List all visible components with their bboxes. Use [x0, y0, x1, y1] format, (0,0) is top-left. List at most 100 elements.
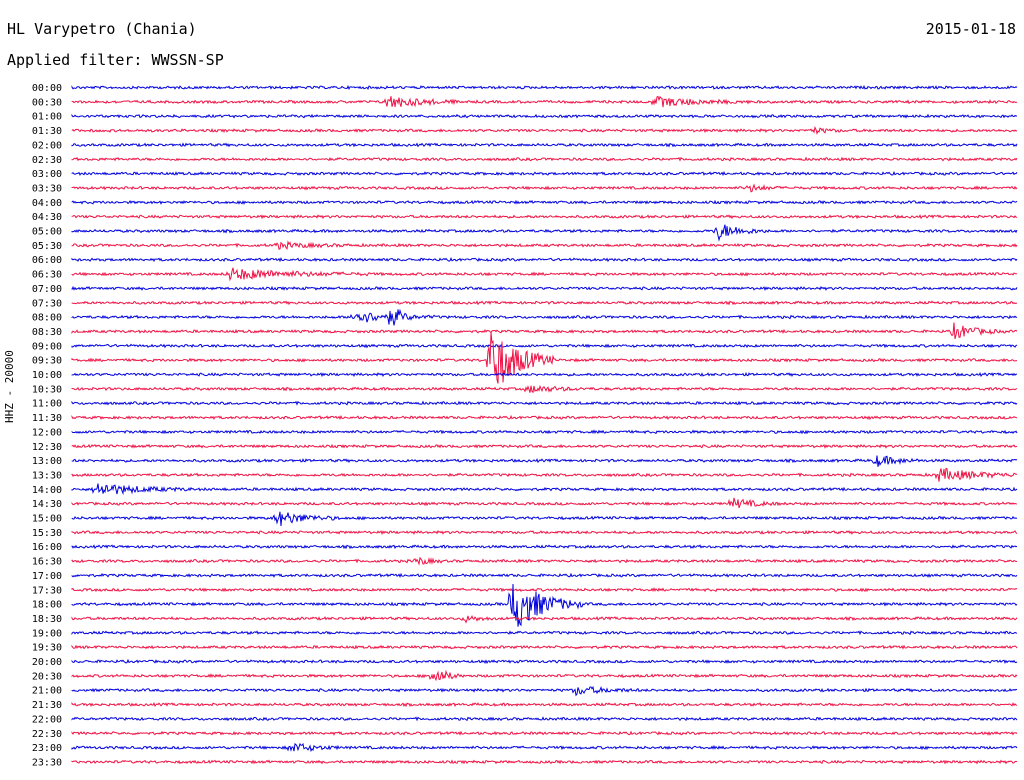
- row-time-label: 15:30: [32, 528, 62, 539]
- row-time-label: 21:30: [32, 700, 62, 711]
- trace-line: [71, 400, 1018, 406]
- filter-label: Applied filter: WWSSN-SP: [7, 51, 224, 69]
- date-label: 2015-01-18: [925, 20, 1016, 38]
- trace-line: [71, 587, 1018, 593]
- trace-line: [71, 84, 1018, 91]
- row-time-label: 07:30: [32, 298, 62, 309]
- row-time-label: 01:30: [32, 126, 62, 137]
- row-time-label: 19:00: [32, 628, 62, 639]
- row-time-label: 05:00: [32, 227, 62, 238]
- row-time-label: 10:00: [32, 370, 62, 381]
- trace-line: [71, 467, 1018, 482]
- trace-line: [71, 497, 1018, 509]
- trace-line: [71, 443, 1018, 449]
- row-time-label: 13:30: [32, 470, 62, 481]
- trace-line: [71, 224, 1018, 242]
- row-time-label: 18:30: [32, 614, 62, 625]
- trace-line: [71, 669, 1018, 682]
- row-time-label: 21:00: [32, 686, 62, 697]
- trace-line: [71, 556, 1018, 566]
- row-time-label: 08:00: [32, 313, 62, 324]
- row-time-label: 20:30: [32, 671, 62, 682]
- row-time-label: 02:00: [32, 140, 62, 151]
- trace-line: [71, 742, 1018, 753]
- trace-line: [71, 126, 1018, 135]
- row-time-label: 01:00: [32, 112, 62, 123]
- trace-line: [71, 759, 1018, 765]
- row-time-label: 05:30: [32, 241, 62, 252]
- trace-line: [71, 170, 1018, 177]
- row-time-label: 02:30: [32, 155, 62, 166]
- row-time-label: 20:00: [32, 657, 62, 668]
- row-time-label: 14:00: [32, 485, 62, 496]
- row-time-label: 03:30: [32, 183, 62, 194]
- station-title: HL Varypetro (Chania): [7, 20, 197, 38]
- trace-line: [71, 322, 1018, 340]
- row-time-label: 06:30: [32, 270, 62, 281]
- row-time-label: 12:00: [32, 427, 62, 438]
- trace-line: [71, 371, 1018, 378]
- trace-line: [71, 414, 1018, 421]
- trace-line: [71, 214, 1018, 220]
- trace-line: [71, 685, 1018, 697]
- trace-line: [71, 730, 1018, 736]
- trace-line: [71, 716, 1018, 722]
- row-time-label: 04:00: [32, 198, 62, 209]
- trace-line: [71, 308, 1018, 326]
- trace-line: [71, 614, 1018, 624]
- row-time-label: 09:00: [32, 341, 62, 352]
- row-time-label: 23:00: [32, 743, 62, 754]
- row-time-label: 19:30: [32, 643, 62, 654]
- row-time-label: 10:30: [32, 384, 62, 395]
- row-time-label: 18:00: [32, 600, 62, 611]
- trace-line: [71, 429, 1018, 435]
- row-time-label: 11:30: [32, 413, 62, 424]
- row-time-label: 17:00: [32, 571, 62, 582]
- row-time-label: 00:00: [32, 83, 62, 94]
- row-time-label: 15:00: [32, 514, 62, 525]
- row-time-label: 07:00: [32, 284, 62, 295]
- row-time-label: 08:30: [32, 327, 62, 338]
- row-time-label: 06:00: [32, 255, 62, 266]
- trace-line: [71, 156, 1018, 162]
- trace-line: [71, 644, 1018, 650]
- row-time-label: 17:30: [32, 585, 62, 596]
- trace-line: [71, 529, 1018, 535]
- row-time-label: 12:30: [32, 442, 62, 453]
- row-time-label: 03:00: [32, 169, 62, 180]
- row-time-label: 04:30: [32, 212, 62, 223]
- trace-line: [71, 455, 1018, 467]
- trace-line: [71, 285, 1018, 292]
- trace-line: [71, 384, 1018, 394]
- trace-line: [71, 544, 1018, 550]
- trace-line: [71, 483, 1018, 496]
- trace-line: [71, 199, 1018, 205]
- row-time-label: 00:30: [32, 97, 62, 108]
- trace-line: [71, 142, 1018, 148]
- trace-line: [71, 630, 1018, 636]
- trace-line: [71, 300, 1018, 306]
- trace-line: [71, 572, 1018, 578]
- row-time-label: 22:30: [32, 729, 62, 740]
- trace-line: [71, 332, 1018, 384]
- trace-line: [71, 658, 1018, 665]
- row-time-label: 09:30: [32, 356, 62, 367]
- trace-line: [71, 183, 1018, 193]
- row-time-label: 22:00: [32, 714, 62, 725]
- row-time-label: 11:00: [32, 399, 62, 410]
- row-time-label: 13:00: [32, 456, 62, 467]
- trace-line: [71, 256, 1018, 263]
- row-time-label: 16:00: [32, 542, 62, 553]
- trace-line: [71, 95, 1018, 108]
- trace-line: [71, 583, 1018, 627]
- row-time-label: 14:30: [32, 499, 62, 510]
- row-time-label: 16:30: [32, 557, 62, 568]
- trace-line: [71, 511, 1018, 526]
- trace-line: [71, 240, 1018, 251]
- trace-line: [71, 267, 1018, 282]
- trace-line: [71, 113, 1018, 119]
- row-time-label: 23:30: [32, 757, 62, 768]
- trace-line: [71, 701, 1018, 708]
- trace-line: [71, 343, 1018, 349]
